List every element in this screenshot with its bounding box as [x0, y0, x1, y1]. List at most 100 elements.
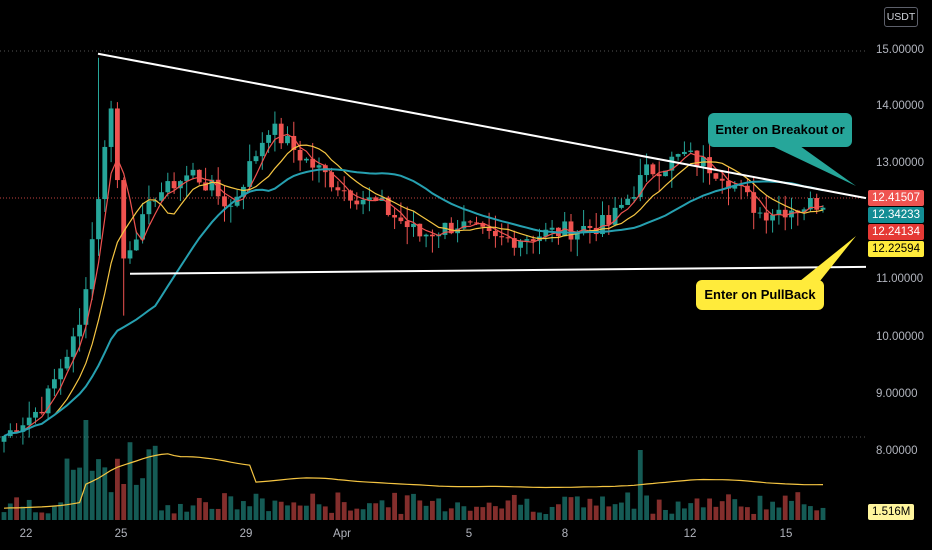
volume-bar: [341, 502, 347, 520]
date-tick: 25: [114, 528, 128, 540]
candle-body: [297, 149, 303, 161]
volume-bar: [354, 508, 360, 520]
lower-trendline: [129, 265, 867, 275]
candle-body: [518, 240, 523, 248]
candle-body: [430, 234, 435, 237]
candle-body: [33, 411, 38, 418]
volume-bar: [530, 511, 536, 520]
volume-bar: [511, 494, 517, 520]
volume-bar: [77, 467, 82, 520]
candle-body: [64, 356, 70, 369]
volume-bar: [782, 495, 788, 520]
candle-body: [467, 221, 473, 223]
candle-body: [619, 204, 624, 208]
volume-bar: [385, 507, 391, 520]
candle-body: [241, 186, 246, 197]
volume-bar: [64, 458, 70, 520]
candle-body: [83, 289, 89, 325]
candle-body: [719, 178, 725, 181]
candle-body: [171, 181, 177, 189]
volume-bar: [215, 508, 221, 520]
candle-body: [228, 205, 234, 207]
candle-body: [367, 197, 372, 200]
volume-bar: [423, 505, 429, 520]
candle-body: [631, 197, 637, 199]
candle-body: [543, 229, 549, 237]
volume-bar: [89, 470, 95, 520]
candle-body: [581, 225, 586, 232]
candle-body: [549, 227, 555, 230]
candle-body: [127, 250, 133, 259]
ma-slow-label: 12.34233: [868, 207, 924, 223]
volume-bar: [593, 505, 599, 520]
candle-body: [688, 150, 694, 152]
candle-body: [58, 368, 64, 380]
candle-body: [209, 179, 215, 191]
volume-bar: [398, 513, 404, 520]
volume-bar: [493, 506, 498, 520]
candle-body: [14, 430, 19, 432]
candle-body: [423, 234, 429, 237]
candle-body: [316, 165, 322, 168]
candle-body: [682, 151, 687, 155]
volume-bar: [285, 505, 290, 520]
candle-body: [814, 198, 820, 210]
volume-bar: [461, 506, 467, 520]
ma-fast-label: 12.24134: [868, 224, 924, 240]
volume-bar: [763, 509, 769, 520]
candle-body: [385, 197, 391, 215]
volume-bar: [178, 503, 183, 520]
volume-bar: [738, 506, 744, 520]
candle-body: [115, 108, 120, 181]
candle-body: [96, 199, 101, 240]
volume-bar: [707, 498, 712, 520]
volume-bar: [392, 492, 397, 520]
volume-bar: [52, 505, 57, 520]
volume-bar: [688, 503, 694, 520]
candle-body: [108, 108, 114, 147]
volume-bar: [625, 492, 631, 520]
currency-badge[interactable]: USDT: [884, 7, 918, 27]
pullback-callout[interactable]: Enter on PullBack: [696, 280, 824, 310]
candle-body: [203, 182, 208, 191]
volume-bar: [524, 498, 530, 520]
volume-bar: [644, 495, 649, 520]
volume-bar: [543, 513, 549, 520]
volume-bar: [335, 492, 341, 520]
candle-body: [285, 135, 290, 144]
volume-bar: [770, 501, 775, 520]
candle-body: [820, 207, 826, 210]
candle-body: [411, 223, 416, 228]
volume-bar: [480, 507, 486, 520]
candle-body: [505, 237, 511, 239]
volume-bar: [675, 501, 681, 520]
candle-body: [348, 190, 353, 201]
breakout-callout[interactable]: Enter on Breakout or: [708, 113, 852, 147]
price-tick: 10.00000: [876, 331, 924, 343]
price-tick: 15.00000: [876, 44, 924, 56]
candle-body: [45, 388, 51, 414]
volume-bar: [20, 506, 26, 520]
volume-bar: [121, 483, 127, 520]
candle-body: [266, 134, 271, 143]
volume-bar: [203, 502, 208, 520]
callout-arrows: [772, 146, 856, 281]
volume-bar: [165, 505, 171, 520]
candle-body: [329, 172, 334, 188]
volume-bar: [26, 499, 32, 520]
candle-body: [726, 180, 731, 189]
volume-bar: [373, 503, 379, 520]
volume-bar: [152, 445, 158, 520]
candle-body: [304, 158, 309, 161]
volume-bar: [272, 500, 278, 520]
volume-bar: [486, 502, 492, 520]
ma-mid-label: 12.22594: [868, 241, 924, 257]
volume-bar: [190, 505, 196, 520]
candle-body: [789, 210, 794, 218]
volume-bar: [537, 512, 542, 520]
candle-body: [732, 184, 738, 189]
candle-body: [763, 212, 769, 221]
volume-bar: [801, 504, 807, 520]
candle-body: [808, 198, 813, 210]
